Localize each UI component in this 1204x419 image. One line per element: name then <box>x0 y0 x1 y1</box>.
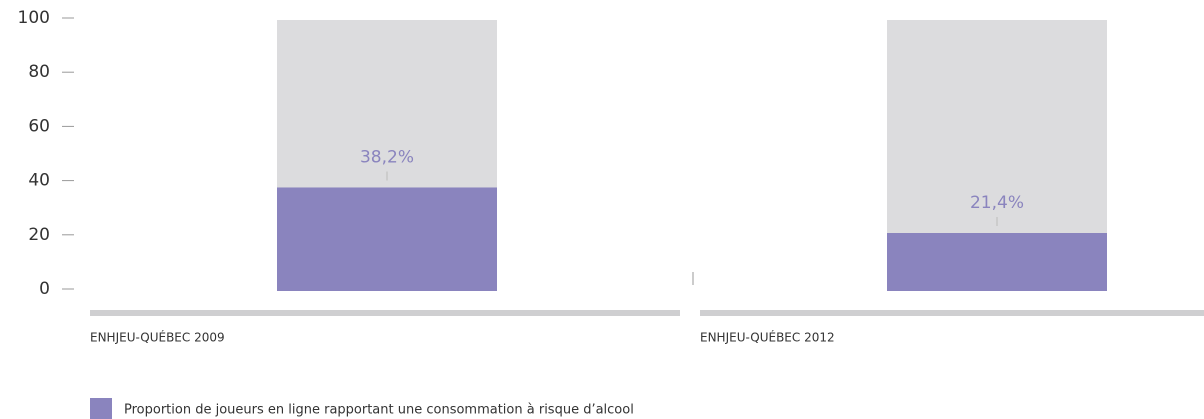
legend-label: Proportion de joueurs en ligne rapportan… <box>124 403 634 418</box>
x-tick-label: ENHJEU-QUÉBEC 2009 <box>90 330 225 345</box>
bar <box>887 233 1107 291</box>
value-label: 21,4% <box>970 193 1024 213</box>
x-tick-label: ENHJEU-QUÉBEC 2012 <box>700 330 835 345</box>
legend-swatch <box>90 398 112 419</box>
y-tick-label: 60 <box>28 116 50 136</box>
y-tick-label: 0 <box>39 279 50 299</box>
bar <box>277 187 497 291</box>
y-tick-label: 80 <box>28 62 50 82</box>
value-label: 38,2% <box>360 147 414 167</box>
y-tick-label: 40 <box>28 171 50 191</box>
y-tick-label: 20 <box>28 225 50 245</box>
y-tick-label: 100 <box>18 8 50 28</box>
